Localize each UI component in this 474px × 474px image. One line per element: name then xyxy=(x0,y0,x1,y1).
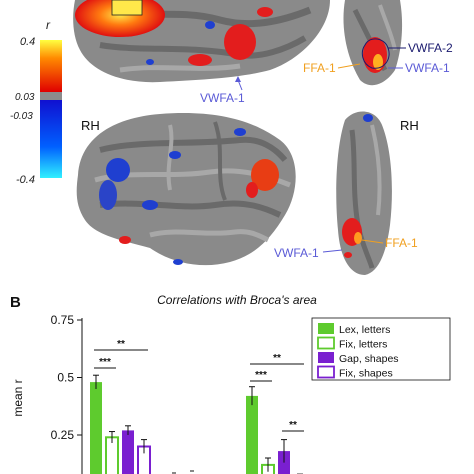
bar-lex-letters-1 xyxy=(246,395,258,474)
significance-brackets: ************ xyxy=(94,339,304,432)
label-ffa1-top: FFA-1 xyxy=(303,61,336,75)
label-ffa1-bottom: FFA-1 xyxy=(385,236,418,250)
panel-b: B Correlations with Broca's area mean r … xyxy=(10,293,451,474)
legend-swatch xyxy=(317,336,335,350)
label-vwfa1-lateral: VWFA-1 xyxy=(200,91,245,105)
colorbar-bottom-label: -0.4 xyxy=(16,174,35,186)
label-vwfa1-top: VWFA-1 xyxy=(405,61,450,75)
colorbar-top-label: 0.4 xyxy=(20,36,35,48)
y-tick-label: 0.25 xyxy=(51,428,75,442)
chart-title: Correlations with Broca's area xyxy=(157,293,317,307)
brain-lateral-top xyxy=(73,0,330,83)
panel-a: 0.4 r 0.03 -0.03 -0.4 RH RH xyxy=(10,0,453,275)
legend-box xyxy=(311,317,451,381)
significance-label: ** xyxy=(289,420,297,431)
colorbar-negative xyxy=(40,100,62,178)
y-tick-label: 0.5 xyxy=(57,371,74,385)
panel-letter: B xyxy=(10,294,21,311)
colorbar-upper-threshold: 0.03 xyxy=(15,92,35,103)
colorbar: 0.4 r 0.03 -0.03 -0.4 xyxy=(10,18,62,186)
legend: Lex, letters Fix, letters Gap, shapes Fix, … xyxy=(311,317,451,381)
label-vwfa2: VWFA-2 xyxy=(408,41,453,55)
colorbar-symbol: r xyxy=(46,18,51,32)
colorbar-threshold xyxy=(40,92,62,100)
hemisphere-label-ventral: RH xyxy=(400,118,419,133)
significance-label: ** xyxy=(117,339,125,350)
bar-lex-letters-0 xyxy=(90,382,102,474)
colorbar-positive xyxy=(40,40,62,92)
colorbar-lower-threshold: -0.03 xyxy=(10,111,33,122)
brain-lateral-middle xyxy=(76,113,296,266)
activation-frontal xyxy=(75,0,165,37)
legend-entry: Fix, letters xyxy=(339,339,387,351)
bars xyxy=(90,374,303,474)
significance-label: ** xyxy=(273,353,281,364)
bar-gap-shapes-0 xyxy=(122,430,134,474)
label-vwfa1-bottom: VWFA-1 xyxy=(274,246,319,260)
significance-label: *** xyxy=(255,370,267,381)
legend-entry: Fix, shapes xyxy=(339,368,393,380)
significance-label: *** xyxy=(99,357,111,368)
y-ticks: 0.75 0.5 0.25 xyxy=(51,313,82,442)
legend-swatch xyxy=(318,352,334,363)
hemisphere-label: RH xyxy=(81,118,100,133)
legend-swatch xyxy=(318,323,334,334)
legend-entry: Lex, letters xyxy=(339,324,390,336)
brain-ventral-top xyxy=(343,0,403,86)
legend-swatch xyxy=(317,365,335,379)
brain-ventral-middle xyxy=(336,111,392,275)
y-tick-label: 0.75 xyxy=(51,313,75,327)
y-axis-label: mean r xyxy=(11,379,25,416)
legend-entry: Gap, shapes xyxy=(339,353,399,365)
